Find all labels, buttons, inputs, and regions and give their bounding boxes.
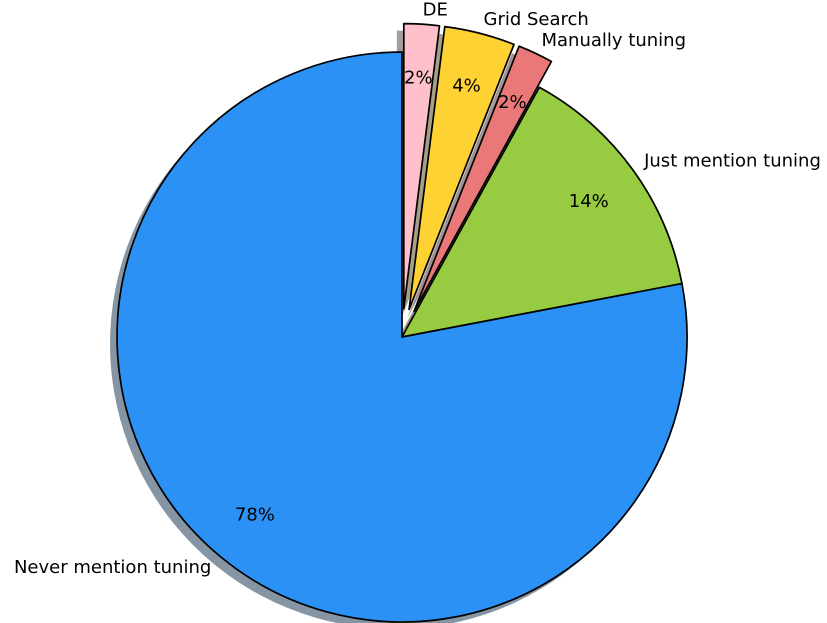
pie-text-layer: 2% DE 4% Grid Search 2% Manually tuning 14% Jus… <box>14 0 821 578</box>
pie-slice-label-never-mention-tuning: Never mention tuning <box>14 557 211 578</box>
pie-pct-label-de: 2% <box>404 68 433 89</box>
pie-slice-label-de: DE <box>423 0 448 20</box>
pie-slice-just-mention-tuning <box>401 86 683 338</box>
pie-pct-label-never-mention-tuning: 78% <box>235 504 275 525</box>
pie-pct-label-just-mention-tuning: 14% <box>569 191 609 212</box>
pie-slice-layer <box>116 22 688 623</box>
pie-slice-grid-search <box>408 25 515 311</box>
pie-slice-label-grid-search: Grid Search <box>484 9 589 30</box>
pie-slice-manually-tuning <box>413 45 553 313</box>
pie-pct-label-grid-search: 4% <box>452 75 481 96</box>
pie-slice-de <box>402 22 441 310</box>
pie-slice-label-manually-tuning: Manually tuning <box>542 30 687 51</box>
pie-pct-label-manually-tuning: 2% <box>498 92 527 113</box>
pie-slice-never-mention-tuning <box>116 51 688 623</box>
pie-slice-label-just-mention-tuning: Just mention tuning <box>643 151 821 172</box>
